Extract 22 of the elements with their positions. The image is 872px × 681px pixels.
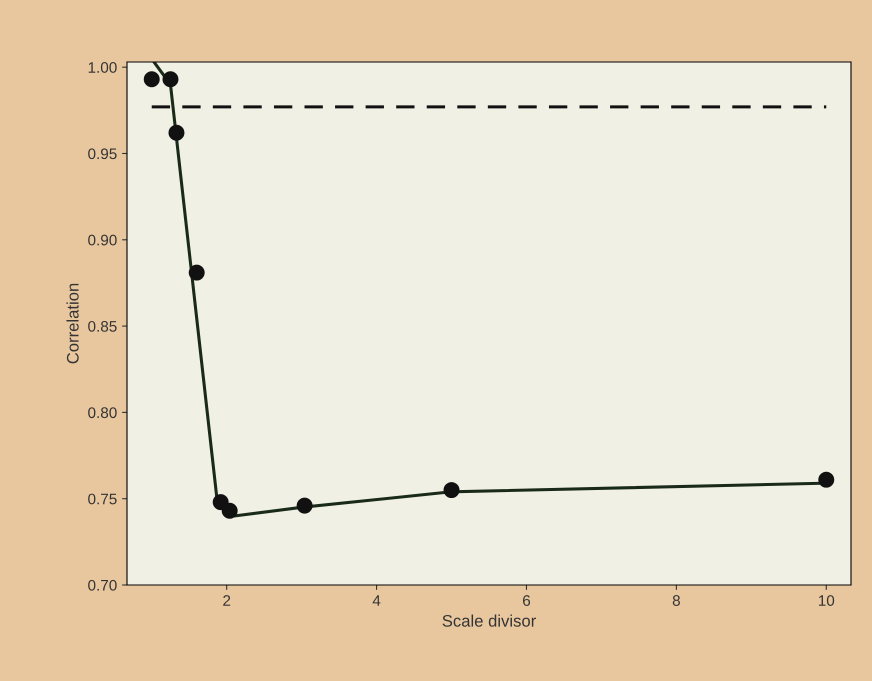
x-tick-label: 6 [523,595,530,606]
y-tick-label: 0.80 [88,407,117,418]
point [222,502,238,519]
x-axis-title: Scale divisor [442,614,536,627]
y-axis-title: Correlation [66,284,79,364]
point [296,498,313,514]
point [188,264,205,281]
x-tick-label: 8 [672,595,680,606]
y-tick-label: 0.90 [88,234,117,246]
y-tick-label: 1.00 [88,62,117,73]
point [444,482,460,498]
x-tick-label: 4 [372,595,380,606]
point [144,71,160,88]
x-tick-label: 10 [818,595,834,606]
point [162,71,178,88]
point [168,124,184,141]
y-tick-label: 0.70 [88,580,117,591]
y-tick-label: 0.75 [88,494,117,504]
x-tick-label: 2 [223,595,230,606]
y-tick-label: 0.85 [88,320,117,332]
point [818,472,834,488]
y-tick-label: 0.95 [88,148,117,160]
